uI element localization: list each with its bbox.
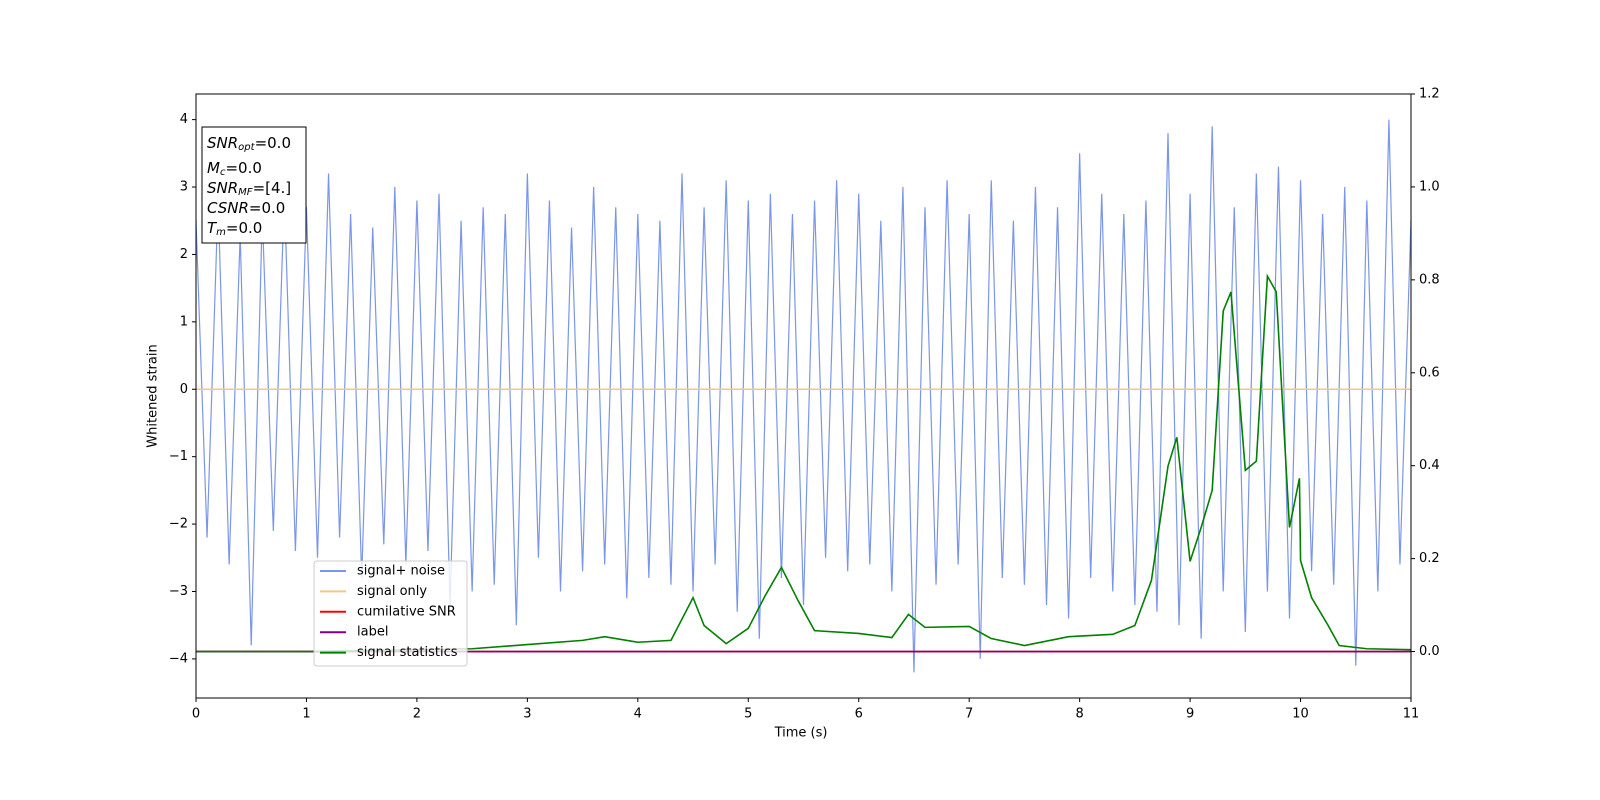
annotation-line: Tm=0.0 [207,219,262,239]
legend-label: signal+ noise [357,564,445,579]
y2-tick-label: 1.2 [1419,87,1440,102]
y2-tick-label: 0.2 [1419,551,1440,566]
x-tick-label: 3 [523,707,531,722]
y-tick-label: −4 [169,651,188,666]
annotation-frame [201,126,307,244]
annotation-value: =0.0 [249,199,285,217]
series-line [196,273,1412,653]
x-tick-label: 5 [744,707,752,722]
annotation-line: CSNR=0.0 [207,199,285,217]
y-tick-label: 3 [180,180,188,195]
x-tick-label: 7 [965,707,973,722]
legend-label: label [357,625,388,640]
y-tick-label: −3 [169,584,188,599]
y-tick-label: −1 [169,449,188,464]
annotation-symbol: M [207,159,220,177]
y-tick-label: 0 [180,382,188,397]
x-axis-label: Time (s) [774,726,828,741]
y-tick-label: 4 [180,112,188,127]
annotation-subscript: m [216,227,226,238]
legend-frame [313,560,468,667]
x-tick-label: 1 [302,707,310,722]
x-tick-label: 6 [855,707,863,722]
x-tick-label: 2 [413,707,421,722]
annotation-line: SNRMF=[4.] [207,179,291,199]
annotation-symbol: SNR [207,179,238,197]
y-tick-label: 2 [180,247,188,262]
legend-label: cumilative SNR [357,604,456,619]
x-tick-label: 0 [192,707,200,722]
legend-label: signal statistics [357,645,458,660]
y-axis-label: Whitened strain [146,344,161,447]
annotation-value: =[4.] [253,179,292,197]
annotation-value: =0.0 [255,134,291,152]
legend: signal+ noise signal only cumilative SNR la… [313,560,468,667]
annotation-value: =0.0 [226,219,262,237]
x-tick-label: 4 [634,707,642,722]
plot-frame [195,93,1412,699]
annotation-symbol: T [207,219,218,237]
y2-tick-label: 0.6 [1419,365,1440,380]
annotation-subscript: opt [238,142,255,153]
x-tick-label: 9 [1186,707,1194,722]
x-tick-label: 11 [1403,707,1420,722]
annotation-subscript: c [220,167,226,178]
legend-label: signal only [357,584,427,599]
annotation-value: =0.0 [225,159,261,177]
y2-tick-label: 0.4 [1419,458,1440,473]
annotation-subscript: MF [238,187,253,198]
annotation-symbol: SNR [207,134,238,152]
y2-tick-label: 1.0 [1419,179,1440,194]
y2-tick-label: 0.8 [1419,272,1440,287]
y-tick-label: −2 [169,517,188,532]
annotation-symbol: CSNR [207,199,249,217]
annotation-line: SNRopt=0.0 [207,134,291,154]
annotation-line: Mc=0.0 [207,159,262,179]
x-tick-label: 8 [1075,707,1083,722]
y2-tick-label: 0.0 [1419,644,1440,659]
y-tick-label: 1 [180,314,188,329]
x-tick-label: 10 [1292,707,1309,722]
series-line [195,119,1412,673]
